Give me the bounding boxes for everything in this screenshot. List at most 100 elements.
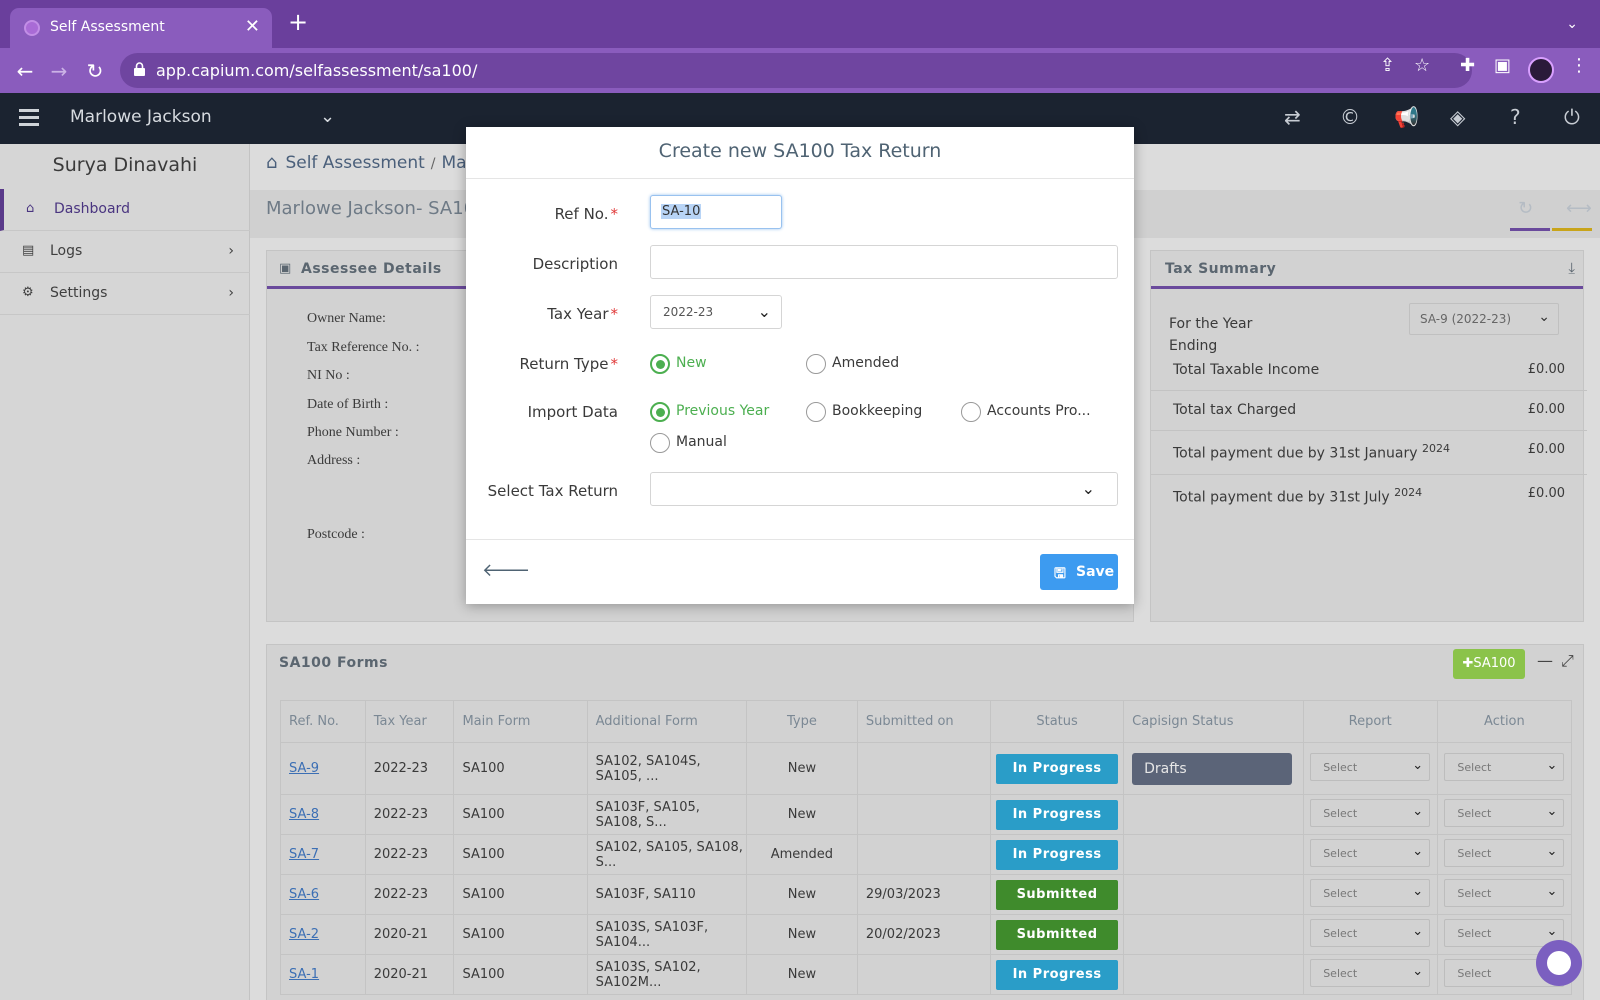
ni-no-label: NI No : — [307, 368, 350, 383]
sidebar-item-settings[interactable]: ⚙ Settings › — [0, 273, 250, 315]
save-button[interactable]: 🖫 Save — [1040, 554, 1118, 590]
save-floppy-icon: 🖫 — [1054, 566, 1066, 582]
required-marker: * — [610, 305, 619, 323]
summary-row: Total payment due by 31st January 2024 £0… — [1151, 431, 1587, 475]
save-button-label: Save — [1076, 564, 1115, 580]
ref-link[interactable]: SA-2 — [289, 927, 320, 942]
hamburger-menu-icon[interactable] — [19, 109, 39, 126]
report-select[interactable]: Select ⌄ — [1310, 878, 1431, 907]
col-tax-year: Tax Year — [364, 700, 455, 743]
new-tab-icon[interactable]: + — [288, 8, 309, 36]
extensions-icon[interactable]: ✚ — [1460, 55, 1476, 76]
type-cell: New — [745, 794, 858, 835]
minimize-icon[interactable]: — — [1537, 651, 1553, 670]
home-icon[interactable]: ⌂ — [266, 152, 278, 173]
sidebar-item-logs[interactable]: ▤ Logs › — [0, 231, 250, 273]
back-arrow-icon[interactable]: 🡐 — [482, 560, 531, 581]
ref-link[interactable]: SA-8 — [289, 807, 320, 822]
report-select[interactable]: Select ⌄ — [1310, 918, 1431, 947]
ref-link[interactable]: SA-6 — [289, 887, 320, 902]
forward-arrow-icon[interactable]: → — [50, 59, 68, 83]
switch-arrows-icon[interactable]: ⇄ — [1284, 105, 1301, 129]
page-title: Marlowe Jackson- SA100 — [266, 198, 487, 219]
year-select[interactable]: SA-9 (2022-23) ⌄ — [1409, 303, 1559, 335]
tax-year-cell: 2022-23 — [364, 794, 455, 835]
ref-no-value: SA-10 — [661, 204, 702, 219]
capisign-status — [1123, 914, 1304, 955]
tab-list-chevron-icon[interactable]: ⌄ — [1566, 16, 1578, 32]
table-row: SA-7 2022-23 SA100 SA102, SA105, SA108, … — [280, 834, 1573, 875]
summary-label: Total payment due by 31st January — [1173, 445, 1418, 462]
chevron-down-icon: ⌄ — [1546, 803, 1558, 819]
additional-form-cell: SA102, SA105, SA108, S... — [586, 834, 747, 875]
select-tax-return-dropdown[interactable]: ⌄ — [650, 472, 1118, 506]
report-select[interactable]: Select ⌄ — [1310, 798, 1431, 827]
chat-launcher-button[interactable] — [1536, 940, 1582, 986]
report-select[interactable]: Select ⌄ — [1310, 752, 1431, 781]
action-select[interactable]: Select ⌄ — [1444, 918, 1565, 947]
radio-circle — [806, 354, 826, 374]
radio-label: Previous Year — [676, 403, 770, 419]
back-arrow-icon[interactable]: ← — [16, 59, 34, 83]
browser-menu-icon[interactable]: ⋮ — [1570, 55, 1588, 76]
chevron-down-icon: ⌄ — [1546, 757, 1558, 773]
action-select[interactable]: Select ⌄ — [1444, 752, 1565, 781]
tag-icon[interactable]: ◈ — [1450, 105, 1466, 129]
report-select[interactable]: Select ⌄ — [1310, 958, 1431, 987]
tax-year-select[interactable]: 2022-23 ⌄ — [650, 295, 782, 329]
add-sa100-label: SA100 — [1473, 656, 1516, 671]
action-select-value: Select — [1457, 886, 1492, 900]
report-select[interactable]: Select ⌄ — [1310, 838, 1431, 867]
action-select[interactable]: Select ⌄ — [1444, 798, 1565, 827]
status-badge: In Progress — [996, 799, 1119, 830]
address-bar[interactable]: app.capium.com/selfassessment/sa100/ — [120, 53, 1472, 88]
client-name[interactable]: Marlowe Jackson — [70, 107, 212, 127]
profile-avatar[interactable] — [1528, 57, 1554, 83]
refresh-icon[interactable]: ↻ — [1518, 198, 1534, 219]
summary-label: Total tax Charged — [1173, 402, 1297, 418]
megaphone-icon[interactable]: 📢 — [1394, 105, 1419, 129]
client-dropdown-chevron-icon[interactable]: ⌄ — [320, 106, 336, 127]
collapse-icon[interactable]: ⟷ — [1566, 198, 1592, 219]
browser-tab-bar: Self Assessment ✕ + ⌄ — [0, 0, 1600, 48]
tax-year-label-text: Tax Year — [547, 305, 609, 323]
chevron-down-icon: ⌄ — [1538, 309, 1550, 325]
side-panel-icon[interactable]: ▣ — [1494, 55, 1512, 76]
summary-value: £0.00 — [1527, 486, 1565, 501]
browser-tab[interactable]: Self Assessment ✕ — [10, 8, 272, 48]
sidebar-item-dashboard[interactable]: ⌂ Dashboard — [0, 189, 250, 231]
help-icon[interactable]: ? — [1510, 105, 1521, 129]
description-input[interactable] — [650, 245, 1118, 279]
breadcrumb-root[interactable]: Self Assessment — [285, 153, 425, 173]
main-form-cell: SA100 — [453, 794, 588, 835]
capisign-status — [1123, 874, 1304, 915]
summary-value: £0.00 — [1527, 402, 1565, 417]
ref-link[interactable]: SA-7 — [289, 847, 320, 862]
submitted-cell: 29/03/2023 — [856, 874, 992, 915]
type-cell: New — [745, 742, 858, 795]
modal-header: Create new SA100 Tax Return — [466, 127, 1134, 179]
action-select[interactable]: Select ⌄ — [1444, 838, 1565, 867]
ref-no-input[interactable]: SA-10 — [650, 195, 782, 229]
action-select[interactable]: Select ⌄ — [1444, 878, 1565, 907]
chevron-right-icon: › — [228, 243, 234, 259]
radio-label: Accounts Pro... — [987, 403, 1091, 419]
capium-logo-icon[interactable]: © — [1340, 105, 1360, 129]
modal-title: Create new SA100 Tax Return — [658, 140, 942, 162]
power-icon[interactable]: ⏻ — [1564, 105, 1580, 129]
bookmark-star-icon[interactable]: ☆ — [1414, 55, 1431, 76]
close-tab-icon[interactable]: ✕ — [244, 16, 260, 37]
add-sa100-button[interactable]: ✚SA100 — [1453, 649, 1525, 679]
ref-link[interactable]: SA-9 — [289, 761, 320, 776]
download-icon[interactable]: ⤓ — [1568, 259, 1575, 277]
capisign-status — [1123, 954, 1304, 995]
share-icon[interactable]: ⇪ — [1380, 55, 1396, 76]
ref-link[interactable]: SA-1 — [289, 967, 320, 982]
radio-label: New — [676, 355, 707, 371]
chevron-down-icon: ⌄ — [1081, 479, 1095, 498]
reload-icon[interactable]: ↻ — [86, 59, 104, 83]
owner-name-label: Owner Name: — [307, 311, 386, 326]
chevron-down-icon: ⌄ — [1412, 923, 1424, 939]
expand-icon[interactable]: ⤢ — [1561, 651, 1574, 670]
summary-row: Total Taxable Income £0.00 — [1151, 351, 1587, 391]
